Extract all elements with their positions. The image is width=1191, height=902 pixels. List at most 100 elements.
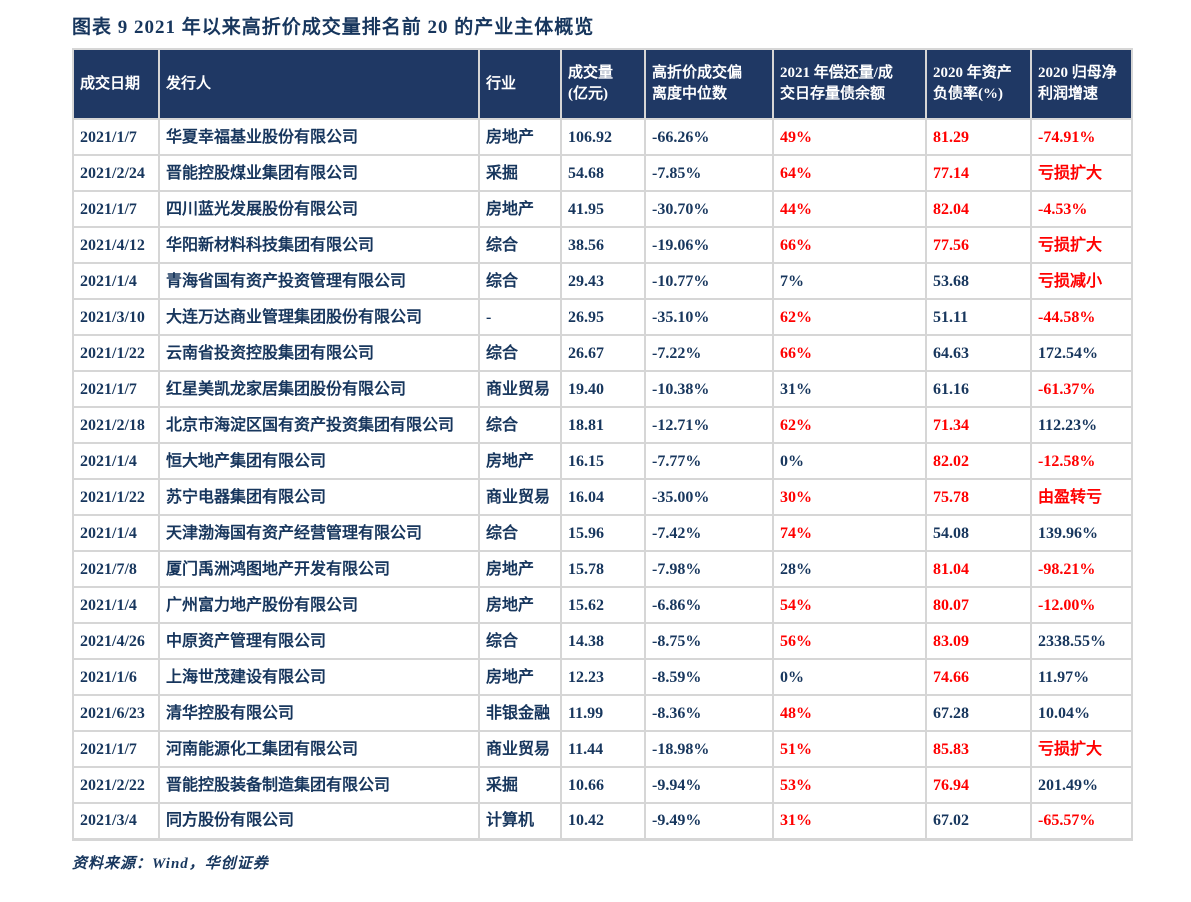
cell-date: 2021/1/4 — [72, 262, 160, 300]
cell-industry: 综合 — [478, 406, 562, 444]
cell-deviation: -8.75% — [644, 622, 774, 660]
cell-industry: 综合 — [478, 226, 562, 264]
cell-repay: 56% — [772, 622, 927, 660]
cell-repay: 44% — [772, 190, 927, 228]
cell-issuer: 晋能控股煤业集团有限公司 — [158, 154, 480, 192]
cell-issuer: 厦门禹洲鸿图地产开发有限公司 — [158, 550, 480, 588]
cell-profit: -65.57% — [1030, 802, 1133, 841]
cell-repay: 66% — [772, 226, 927, 264]
cell-repay: 53% — [772, 766, 927, 804]
cell-deviation: -10.38% — [644, 370, 774, 408]
cell-date: 2021/1/22 — [72, 334, 160, 372]
cell-industry: 采掘 — [478, 766, 562, 804]
discount-volume-table: 成交日期 发行人 行业 成交量 (亿元) 高折价成交偏 离度中位数 2021 年… — [72, 48, 1133, 841]
source-note: 资料来源：Wind，华创证券 — [72, 855, 269, 872]
cell-repay: 31% — [772, 802, 927, 841]
cell-issuer: 河南能源化工集团有限公司 — [158, 730, 480, 768]
column-header-debt: 2020 年资产 负债率(%) — [925, 48, 1032, 120]
cell-industry: 综合 — [478, 622, 562, 660]
cell-volume: 10.66 — [560, 766, 646, 804]
cell-date: 2021/1/22 — [72, 478, 160, 516]
table-row: 2021/2/22 晋能控股装备制造集团有限公司 采掘 10.66 -9.94% 53% 7… — [72, 766, 1133, 804]
column-header-deviation: 高折价成交偏 离度中位数 — [644, 48, 774, 120]
cell-repay: 0% — [772, 442, 927, 480]
table-row: 2021/1/4 恒大地产集团有限公司 房地产 16.15 -7.77% 0% 82.02-… — [72, 442, 1133, 480]
cell-issuer: 四川蓝光发展股份有限公司 — [158, 190, 480, 228]
table-row: 2021/4/26 中原资产管理有限公司 综合 14.38 -8.75% 56% 83.09… — [72, 622, 1133, 660]
cell-repay: 0% — [772, 658, 927, 696]
table-row: 2021/6/23 清华控股有限公司 非银金融 11.99 -8.36% 48% 67.28… — [72, 694, 1133, 732]
cell-debt: 64.63 — [925, 334, 1032, 372]
table-body: 2021/1/7 华夏幸福基业股份有限公司 房地产 106.92 -66.26% 49% 8… — [72, 118, 1133, 841]
cell-repay: 30% — [772, 478, 927, 516]
cell-volume: 41.95 — [560, 190, 646, 228]
cell-industry: 房地产 — [478, 586, 562, 624]
cell-industry: 房地产 — [478, 118, 562, 156]
cell-debt: 61.16 — [925, 370, 1032, 408]
cell-deviation: -10.77% — [644, 262, 774, 300]
cell-profit: -44.58% — [1030, 298, 1133, 336]
column-header-volume: 成交量 (亿元) — [560, 48, 646, 120]
table-row: 2021/1/4 天津渤海国有资产经营管理有限公司 综合 15.96 -7.42% 74%… — [72, 514, 1133, 552]
cell-profit: -98.21% — [1030, 550, 1133, 588]
cell-date: 2021/2/18 — [72, 406, 160, 444]
cell-issuer: 同方股份有限公司 — [158, 802, 480, 841]
cell-repay: 51% — [772, 730, 927, 768]
cell-deviation: -66.26% — [644, 118, 774, 156]
table-row: 2021/3/4 同方股份有限公司 计算机 10.42 -9.49% 31% 67.02 -6… — [72, 802, 1133, 841]
cell-repay: 31% — [772, 370, 927, 408]
cell-debt: 77.14 — [925, 154, 1032, 192]
cell-industry: 综合 — [478, 514, 562, 552]
cell-issuer: 大连万达商业管理集团股份有限公司 — [158, 298, 480, 336]
cell-debt: 77.56 — [925, 226, 1032, 264]
cell-volume: 10.42 — [560, 802, 646, 841]
table-row: 2021/1/22 苏宁电器集团有限公司 商业贸易 16.04 -35.00% 30% 75… — [72, 478, 1133, 516]
cell-profit: 亏损减小 — [1030, 262, 1133, 300]
cell-debt: 85.83 — [925, 730, 1032, 768]
cell-industry: 综合 — [478, 262, 562, 300]
cell-issuer: 中原资产管理有限公司 — [158, 622, 480, 660]
cell-volume: 38.56 — [560, 226, 646, 264]
cell-date: 2021/1/7 — [72, 730, 160, 768]
table-row: 2021/1/7 四川蓝光发展股份有限公司 房地产 41.95 -30.70% 44% 82… — [72, 190, 1133, 228]
report-page: 图表 9 2021 年以来高折价成交量排名前 20 的产业主体概览 成交日期 发… — [72, 17, 1133, 872]
cell-date: 2021/7/8 — [72, 550, 160, 588]
cell-issuer: 恒大地产集团有限公司 — [158, 442, 480, 480]
table-row: 2021/1/6 上海世茂建设有限公司 房地产 12.23 -8.59% 0% 74.66 1… — [72, 658, 1133, 696]
cell-issuer: 华阳新材料科技集团有限公司 — [158, 226, 480, 264]
cell-volume: 26.67 — [560, 334, 646, 372]
cell-deviation: -7.98% — [644, 550, 774, 588]
table-row: 2021/1/7 河南能源化工集团有限公司 商业贸易 11.44 -18.98% 51% 8… — [72, 730, 1133, 768]
cell-debt: 54.08 — [925, 514, 1032, 552]
table-row: 2021/7/8 厦门禹洲鸿图地产开发有限公司 房地产 15.78 -7.98% 28% 8… — [72, 550, 1133, 588]
cell-debt: 81.29 — [925, 118, 1032, 156]
cell-date: 2021/1/4 — [72, 442, 160, 480]
cell-profit: 11.97% — [1030, 658, 1133, 696]
cell-repay: 54% — [772, 586, 927, 624]
cell-profit: -12.00% — [1030, 586, 1133, 624]
cell-date: 2021/1/7 — [72, 370, 160, 408]
cell-industry: 综合 — [478, 334, 562, 372]
cell-deviation: -19.06% — [644, 226, 774, 264]
table-row: 2021/1/4 青海省国有资产投资管理有限公司 综合 29.43 -10.77% 7% 5… — [72, 262, 1133, 300]
cell-profit: -12.58% — [1030, 442, 1133, 480]
table-row: 2021/2/24 晋能控股煤业集团有限公司 采掘 54.68 -7.85% 64% 77.… — [72, 154, 1133, 192]
cell-deviation: -12.71% — [644, 406, 774, 444]
cell-volume: 15.78 — [560, 550, 646, 588]
column-header-repay: 2021 年偿还量/成 交日存量债余额 — [772, 48, 927, 120]
table-header-row: 成交日期 发行人 行业 成交量 (亿元) 高折价成交偏 离度中位数 2021 年… — [72, 48, 1133, 120]
cell-profit: 172.54% — [1030, 334, 1133, 372]
cell-deviation: -9.49% — [644, 802, 774, 841]
cell-date: 2021/1/4 — [72, 586, 160, 624]
cell-deviation: -30.70% — [644, 190, 774, 228]
cell-industry: 计算机 — [478, 802, 562, 841]
cell-profit: 亏损扩大 — [1030, 730, 1133, 768]
table-row: 2021/4/12 华阳新材料科技集团有限公司 综合 38.56 -19.06% 66% 7… — [72, 226, 1133, 264]
cell-volume: 16.15 — [560, 442, 646, 480]
cell-deviation: -18.98% — [644, 730, 774, 768]
cell-date: 2021/4/12 — [72, 226, 160, 264]
cell-debt: 82.04 — [925, 190, 1032, 228]
table-row: 2021/2/18 北京市海淀区国有资产投资集团有限公司 综合 18.81 -12.71… — [72, 406, 1133, 444]
cell-date: 2021/1/6 — [72, 658, 160, 696]
cell-debt: 51.11 — [925, 298, 1032, 336]
